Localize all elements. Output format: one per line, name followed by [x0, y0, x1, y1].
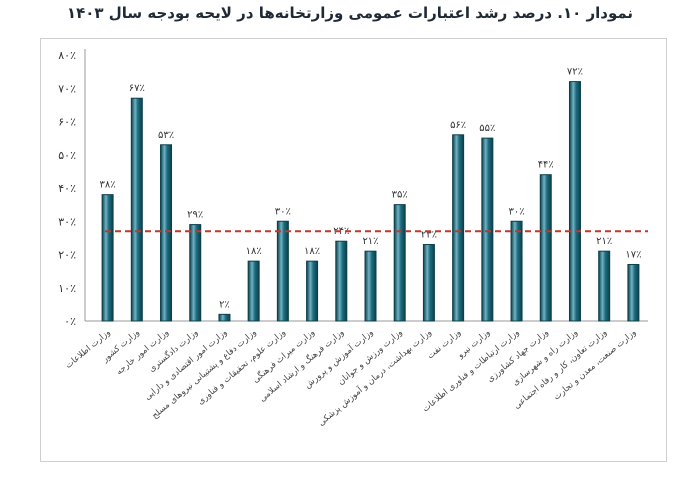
bar-value-label: ۱۸٪ [304, 246, 320, 257]
bar-value-label: ۶۷٪ [129, 83, 145, 94]
bar [160, 144, 173, 322]
y-tick-label: ۵۰٪ [58, 149, 76, 162]
y-tick-label: ۷۰٪ [58, 82, 76, 95]
bar [598, 250, 611, 322]
bar-value-label: ۲۱٪ [596, 236, 612, 247]
bar [481, 137, 494, 322]
x-category-label: وزارت امور خارجه [115, 328, 171, 378]
bar [247, 260, 260, 322]
y-tick-label: ۶۰٪ [58, 116, 76, 129]
bar [335, 240, 348, 322]
bar-value-label: ۵۵٪ [479, 123, 495, 134]
bar [393, 204, 406, 322]
x-category-label: وزارت دادگستری [146, 327, 200, 375]
y-tick-label: ۴۰٪ [58, 182, 76, 195]
page-title: نمودار ۱۰. درصد رشد اعتبارات عمومی وزارت… [66, 4, 634, 22]
bar [130, 97, 143, 322]
bar-value-label: ۳۰٪ [275, 206, 291, 217]
bar [627, 263, 640, 322]
y-tick-label: ۲۰٪ [58, 249, 76, 262]
bar-value-label: ۲۹٪ [187, 210, 203, 221]
bar-value-label: ۱۷٪ [625, 249, 641, 260]
bar [422, 244, 435, 322]
bar-value-label: ۴۴٪ [538, 160, 554, 171]
bar-value-label: ۵۶٪ [450, 120, 466, 131]
bar [539, 174, 552, 322]
bar-value-label: ۲۴٪ [333, 226, 349, 237]
bar-value-label: ۳۰٪ [508, 206, 524, 217]
y-tick-label: ۳۰٪ [58, 215, 76, 228]
bar [101, 194, 114, 322]
bar [364, 250, 377, 322]
bar-value-label: ۲٪ [219, 299, 230, 310]
bar [306, 260, 319, 322]
bar [276, 220, 289, 322]
bar [189, 224, 202, 322]
chart-frame [40, 38, 667, 462]
bar [452, 134, 465, 322]
x-category-label: وزارت اطلاعات [64, 328, 113, 371]
bar-value-label: ۲۱٪ [362, 236, 378, 247]
y-tick-label: ۱۰٪ [58, 282, 76, 295]
bar-value-label: ۳۸٪ [100, 180, 116, 191]
bar [510, 220, 523, 322]
bar [218, 313, 231, 322]
y-tick-label: ۸۰٪ [58, 49, 76, 62]
bar-value-label: ۳۵٪ [392, 190, 408, 201]
bar-value-label: ۱۸٪ [246, 246, 262, 257]
bar-value-label: ۵۳٪ [158, 130, 174, 141]
bar [568, 81, 581, 322]
bar-value-label: ۲۳٪ [421, 230, 437, 241]
bar-value-label: ۷۲٪ [567, 67, 583, 78]
y-tick-label: ۰٪ [64, 315, 76, 328]
